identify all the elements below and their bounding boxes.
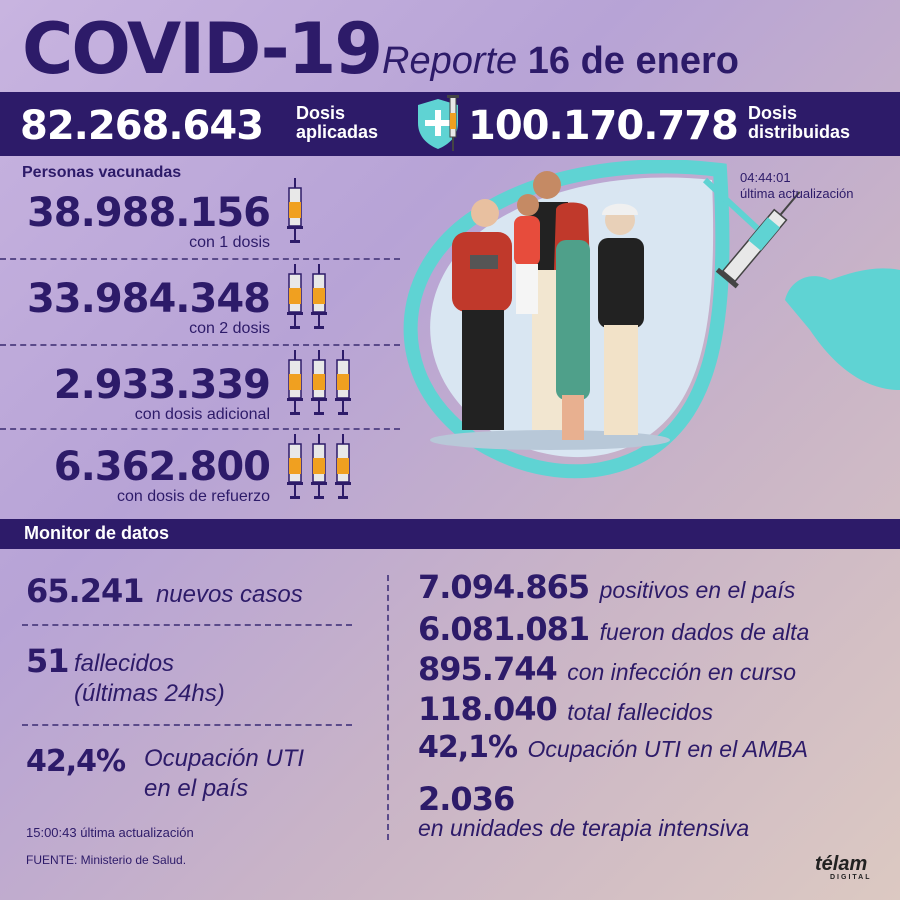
active-label: con infección en curso — [567, 659, 797, 685]
total-deaths-stat: 118.040 total fallecidos — [418, 690, 713, 728]
active-stat: 895.744 con infección en curso — [418, 650, 796, 688]
distributed-label-line1: Dosis — [748, 103, 798, 123]
syringe-icon — [335, 350, 351, 415]
syringe-icon — [287, 350, 303, 415]
icu-label-line2: en el país — [144, 775, 249, 802]
shield-syringe-icon — [418, 95, 459, 151]
icu-label-line1: Ocupación UTI — [144, 745, 305, 772]
distributed-doses-value: 100.170.778 — [468, 103, 739, 149]
discharged-label: fueron dados de alta — [599, 619, 810, 645]
monitor-update-time: 15:00:43 — [26, 825, 77, 840]
vaccinated-update-label: última actualización — [740, 186, 854, 201]
icu-total-value-wrap: 2.036 — [418, 780, 515, 818]
distributed-label-line2: distribuidas — [748, 122, 851, 142]
icu-amba-value: 42,1% — [418, 730, 518, 765]
icu-total-label: en unidades de terapia intensiva — [418, 815, 750, 841]
icu-amba-stat: 42,1% Ocupación UTI en el AMBA — [418, 730, 808, 765]
applied-label-line2: aplicadas — [296, 122, 379, 142]
vaccinated-additional-label: con dosis adicional — [134, 406, 270, 423]
total-deaths-label: total fallecidos — [567, 699, 713, 725]
divider — [0, 258, 400, 260]
deaths-label-line2: (últimas 24hs) — [74, 680, 225, 707]
syringe-icon — [287, 178, 303, 243]
monitor-update: 15:00:43 última actualización — [26, 825, 194, 840]
source-note: FUENTE: Ministerio de Salud. — [26, 853, 187, 867]
vaccinated-update: 04:44:01 última actualización — [740, 170, 853, 202]
vaccinated-update-time: 04:44:01 — [740, 170, 791, 185]
vaccinated-section-label: Personas vacunadas — [22, 164, 182, 181]
vaccinated-1-dose-label: con 1 dosis — [189, 234, 270, 251]
syringe-icon — [287, 264, 303, 329]
distributed-doses-label: Dosis distribuidas — [748, 104, 850, 142]
applied-doses-label: Dosis aplicadas — [296, 104, 378, 142]
syringes-1 — [286, 178, 304, 244]
syringes-4 — [286, 434, 352, 500]
divider — [22, 624, 352, 626]
total-deaths-value: 118.040 — [418, 690, 558, 728]
monitor-update-label: última actualización — [80, 825, 194, 840]
deaths-value: 51 — [26, 642, 70, 680]
vertical-divider — [387, 575, 389, 840]
telam-logo-sub: DIGITAL — [830, 874, 872, 881]
divider — [0, 344, 400, 346]
icu-total-value: 2.036 — [418, 780, 515, 818]
telam-logo: télam — [815, 853, 868, 875]
positive-value: 7.094.865 — [418, 568, 590, 606]
new-cases-value: 65.241 — [26, 572, 144, 610]
positive-stat: 7.094.865 positivos en el país — [418, 568, 795, 606]
report-date-value: 16 de enero — [527, 40, 739, 82]
deaths-label-line1: fallecidos — [74, 650, 175, 677]
syringe-icon — [311, 434, 327, 499]
vaccinated-booster-label: con dosis de refuerzo — [117, 488, 270, 505]
vaccinated-1-dose-value: 38.988.156 — [26, 190, 271, 236]
discharged-stat: 6.081.081 fueron dados de alta — [418, 610, 809, 648]
syringes-2 — [286, 264, 328, 330]
monitor-title: Monitor de datos — [24, 523, 169, 543]
syringe-icon — [335, 434, 351, 499]
active-value: 895.744 — [418, 650, 558, 688]
family-vaccine-illustration — [403, 160, 900, 479]
syringe-icon — [287, 434, 303, 499]
icu-amba-label: Ocupación UTI en el AMBA — [527, 736, 808, 762]
icu-value-wrap: 42,4% — [26, 744, 126, 779]
syringes-3 — [286, 350, 352, 416]
page-title: COVID-19 — [22, 8, 383, 90]
report-date: Reporte 16 de enero — [382, 40, 739, 83]
syringe-icon — [311, 264, 327, 329]
icu-total-label-wrap: en unidades de terapia intensiva — [418, 815, 749, 842]
icu-country-value: 42,4% — [26, 744, 126, 779]
applied-label-line1: Dosis — [296, 103, 346, 123]
monitor-band — [0, 519, 900, 549]
vaccinated-2-dose-label: con 2 dosis — [189, 320, 270, 337]
icu-country-label: Ocupación UTI en el país — [144, 744, 304, 804]
discharged-value: 6.081.081 — [418, 610, 590, 648]
positive-label: positivos en el país — [599, 577, 796, 603]
deaths-value-wrap: 51 — [26, 642, 70, 680]
vaccinated-2-dose-value: 33.984.348 — [26, 276, 271, 322]
new-cases-label: nuevos casos — [155, 581, 303, 608]
new-cases-stat: 65.241 nuevos casos — [26, 572, 303, 610]
vaccinated-booster-value: 6.362.800 — [53, 444, 271, 490]
divider — [22, 724, 352, 726]
report-word: Reporte — [382, 40, 518, 82]
divider — [0, 428, 400, 430]
syringe-icon — [311, 350, 327, 415]
applied-doses-value: 82.268.643 — [20, 103, 264, 149]
vaccinated-additional-value: 2.933.339 — [53, 362, 271, 408]
deaths-label: fallecidos (últimas 24hs) — [74, 649, 225, 709]
